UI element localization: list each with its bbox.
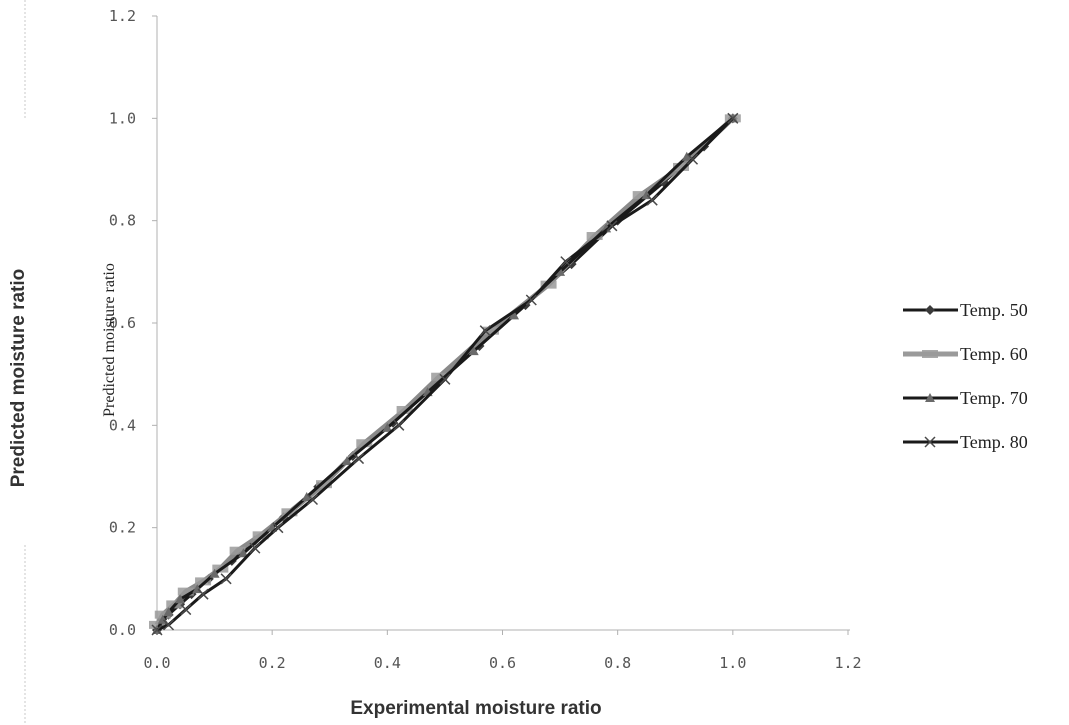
x-tick-label: 0.6 (489, 654, 516, 672)
legend-item: Temp. 70 (903, 388, 1028, 408)
data-point (586, 232, 603, 241)
data-point (509, 310, 520, 320)
data-point (162, 619, 175, 631)
data-point (555, 266, 566, 276)
data-point (353, 453, 365, 465)
data-point (195, 577, 212, 586)
data-point (306, 493, 319, 506)
data-point (431, 372, 448, 381)
x-tick-label: 0.8 (604, 654, 631, 672)
data-point (209, 568, 220, 578)
data-point (342, 456, 353, 466)
y-tick-label: 0.8 (109, 212, 136, 230)
x-axis-ticks: 0.0 0.2 0.4 0.6 0.8 1.0 1.2 (143, 630, 862, 672)
data-point (673, 162, 690, 171)
y-axis-ticks: 0.0 0.2 0.4 0.6 0.8 1.0 1.2 (109, 7, 157, 639)
data-point (393, 419, 405, 431)
x-axis-title: Experimental moisture ratio (350, 698, 601, 719)
data-point (439, 373, 451, 385)
data-point (646, 194, 658, 206)
data-point (468, 346, 479, 356)
y-tick-label: 1.2 (109, 7, 136, 25)
data-point (482, 326, 499, 335)
data-point (272, 522, 284, 534)
legend-item: Temp. 60 (903, 344, 1028, 364)
data-point (249, 542, 261, 554)
data-point (301, 491, 312, 501)
data-point (632, 191, 649, 200)
data-point (175, 594, 186, 604)
legend-marker (922, 350, 938, 358)
data-point (238, 548, 249, 558)
data-point (382, 422, 393, 432)
series-4 (151, 112, 739, 636)
y-tick-label: 0.0 (109, 621, 136, 639)
plot-area (149, 112, 741, 636)
y-tick-label: 0.6 (109, 314, 136, 332)
legend-item: Temp. 80 (903, 432, 1028, 452)
legend: Temp. 50 Temp. 60 Temp. 70 Temp. 80 (903, 300, 1028, 452)
data-point (149, 620, 165, 629)
x-tick-label: 1.0 (719, 654, 746, 672)
y-axis-title: Predicted moisture ratio (8, 269, 29, 488)
x-tick-label: 0.2 (259, 654, 286, 672)
legend-label: Temp. 80 (960, 432, 1028, 452)
x-tick-label: 0.0 (143, 654, 170, 672)
x-tick-label: 1.2 (834, 654, 861, 672)
legend-marker (925, 305, 935, 315)
data-point (252, 531, 269, 540)
legend-label: Temp. 70 (960, 388, 1028, 408)
legend-label: Temp. 50 (960, 300, 1028, 320)
data-point (180, 604, 192, 616)
data-point (686, 153, 699, 165)
legend-marker (924, 436, 936, 448)
legend-item: Temp. 50 (903, 300, 1028, 320)
legend-label: Temp. 60 (960, 344, 1028, 364)
y-tick-label: 1.0 (109, 109, 136, 127)
data-point (151, 624, 163, 636)
data-point (396, 405, 413, 414)
data-point (163, 607, 174, 617)
data-point (727, 112, 739, 124)
data-point (356, 439, 373, 448)
data-point (197, 588, 209, 600)
data-point (606, 220, 618, 232)
data-point (177, 587, 194, 596)
inner-y-axis-title: Predicted moisture ratio (101, 263, 118, 417)
data-point (560, 256, 572, 268)
data-point (315, 480, 332, 489)
x-tick-label: 0.4 (374, 654, 401, 672)
data-point (479, 325, 491, 337)
legend-marker (925, 393, 935, 402)
data-point (154, 610, 171, 619)
data-point (220, 573, 232, 585)
data-point (525, 294, 537, 306)
data-point (681, 151, 692, 161)
y-tick-label: 0.4 (109, 416, 136, 434)
data-point (229, 546, 246, 555)
y-tick-label: 0.2 (109, 519, 136, 537)
